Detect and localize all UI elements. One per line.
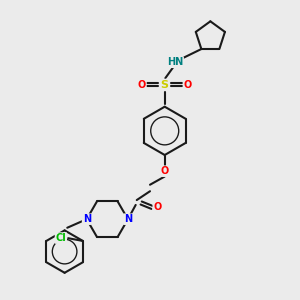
Text: O: O (160, 166, 169, 176)
Text: N: N (82, 214, 91, 224)
Text: HN: HN (167, 57, 183, 67)
Text: O: O (138, 80, 146, 90)
Text: N: N (124, 214, 132, 224)
Text: O: O (153, 202, 161, 212)
Text: Cl: Cl (56, 233, 66, 243)
Text: S: S (161, 80, 169, 90)
Text: O: O (184, 80, 192, 90)
